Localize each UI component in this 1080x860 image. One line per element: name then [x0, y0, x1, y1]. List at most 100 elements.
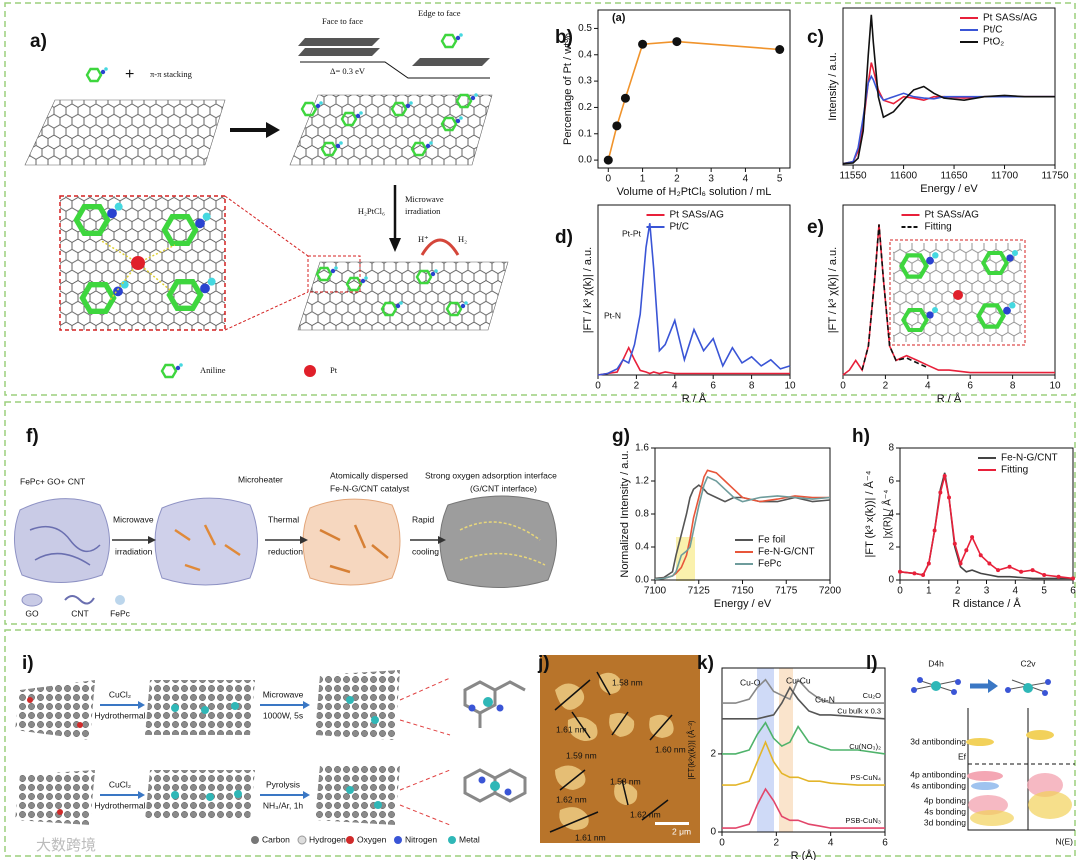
- step-label: Hydrothermal: [94, 710, 145, 720]
- panel-f-diagram-part: [459, 521, 546, 566]
- catalyst-label: Fe-N-G/CNT catalyst: [330, 483, 410, 493]
- annotation: Cu-O: [740, 677, 761, 687]
- panel-l-diagram-part: [1045, 679, 1051, 685]
- thickness-label: 1.58 nm: [610, 776, 641, 786]
- panel-a-diagram-part: [298, 48, 380, 56]
- series-line: [722, 787, 885, 829]
- panel-j-afm-part-part: [567, 716, 598, 741]
- panel-i-diagram-part: [100, 704, 305, 796]
- legend-pt: Pt: [330, 365, 338, 375]
- panel-i-diagram-part: [371, 716, 379, 724]
- panel-i-diagram-part: [448, 836, 456, 844]
- plot-frame: [721, 667, 886, 833]
- panel-i-diagram-part: [463, 680, 526, 728]
- stacking-label: π-π stacking: [150, 69, 193, 79]
- series-line: [597, 345, 790, 376]
- data-point: [964, 548, 969, 553]
- legend-atom: Carbon: [262, 834, 290, 844]
- data-point: [775, 45, 785, 54]
- panel-l-diagram-part: [968, 795, 1008, 815]
- panel-i-diagram-part: [478, 776, 486, 784]
- level-label: 3d bonding: [924, 817, 966, 827]
- panel-a-diagram-part: [160, 362, 185, 379]
- x-axis-label: R / Å: [937, 392, 962, 405]
- y-tick-label: 0: [888, 575, 894, 586]
- x-tick-label: 2: [955, 586, 961, 597]
- x-tick-label: 1: [926, 586, 932, 597]
- face-to-face: Face to face: [322, 16, 363, 26]
- panel-label: d): [555, 227, 573, 248]
- y-axis-label: Intensity / a.u.: [827, 52, 839, 120]
- panel-f-diagram-part: [148, 536, 156, 544]
- y-tick-label: 0: [710, 827, 716, 838]
- legend-label: Pt SASs/AG: [925, 210, 980, 221]
- figure-texts: 2 μm 大数跨境: [36, 826, 691, 854]
- panel-a-diagram-part: [85, 65, 110, 83]
- level-label: 4p bonding: [924, 795, 966, 805]
- panel-a-diagram-part: [440, 32, 464, 49]
- panel-i-diagram-part: [504, 788, 512, 796]
- series-line: [654, 484, 831, 580]
- panel-f-diagram-part: [302, 498, 401, 586]
- x-tick-label: 6: [1070, 586, 1076, 597]
- x-tick-label: 2: [634, 381, 640, 392]
- series-line: [654, 469, 830, 580]
- data-point: [947, 495, 952, 500]
- y-tick-label: 0.2: [578, 102, 592, 113]
- plot-frame: [597, 9, 791, 169]
- panel-i-diagram-part: [483, 697, 493, 707]
- legend-label: FePc: [758, 559, 781, 570]
- panel-a-diagram-part: [24, 99, 226, 166]
- panel-i-diagram-part: [171, 704, 179, 712]
- series-label: Cu bulk x 0.3: [837, 707, 881, 716]
- reagent: H₂PtCl₆: [358, 206, 385, 216]
- panel-f-diagram-part: [21, 593, 43, 607]
- thickness-label: 1.62 nm: [556, 794, 587, 804]
- panel-f-diagram-part: [115, 595, 125, 605]
- panel-label: k): [697, 653, 714, 674]
- y-tick-label: 0.3: [578, 76, 592, 87]
- proton: H⁺: [418, 234, 429, 244]
- data-point: [987, 561, 992, 566]
- panel-j-afm: [540, 655, 700, 843]
- step-label: CuCl₂: [109, 779, 131, 789]
- thickness-label: 1.62 nm: [630, 809, 661, 819]
- data-point: [898, 569, 902, 574]
- y-tick-label: 8: [888, 443, 894, 454]
- panel-i-diagram-part: [468, 704, 476, 712]
- x-tick-label: 4: [1013, 586, 1019, 597]
- panel-i-diagram-part: [496, 704, 504, 712]
- legend-label: Fitting: [925, 222, 952, 233]
- y-tick-label: 2: [710, 749, 716, 760]
- panel-a-diagram: + π-π stacking Face to face Edge to face…: [24, 8, 1026, 832]
- thickness-label: 1.60 nm: [655, 744, 686, 754]
- thickness-label: 1.59 nm: [566, 750, 597, 760]
- arrow-label: Rapid: [412, 514, 434, 524]
- y-tick-label: 4: [888, 509, 894, 520]
- panel-label: g): [612, 426, 630, 447]
- interface-label: Strong oxygen adsorption interface: [425, 470, 557, 480]
- data-point: [921, 573, 926, 578]
- step-2: irradiation: [405, 206, 441, 216]
- arrow-label: Microwave: [113, 514, 154, 524]
- x-tick-label: 11600: [890, 171, 918, 182]
- data-point: [612, 121, 622, 131]
- step-label: Hydrothermal: [94, 800, 145, 810]
- panel-label: l): [866, 653, 878, 674]
- panel-label: a): [30, 31, 47, 52]
- panel-l-diagram-part: [970, 810, 1014, 826]
- series-label: PSB-CuN₃: [845, 816, 881, 825]
- panel-l-diagram-part: [931, 681, 941, 691]
- panel-f-diagram-part: [154, 497, 258, 586]
- y-axis-label: |FT / k³ χ(k)| / a.u.: [582, 247, 594, 333]
- data-point: [978, 553, 983, 558]
- panel-borders-part: [4, 629, 1076, 857]
- annotation: Cu-N: [815, 694, 835, 704]
- series-label: PS-CuN₄: [850, 773, 881, 782]
- level-label: 4s antibonding: [911, 780, 967, 790]
- legend-label: Pt/C: [670, 222, 689, 233]
- y-tick-label: 1.2: [635, 476, 649, 487]
- panel-i-diagram-part: [490, 781, 500, 791]
- start-label: FePc+ GO+ CNT: [20, 476, 85, 486]
